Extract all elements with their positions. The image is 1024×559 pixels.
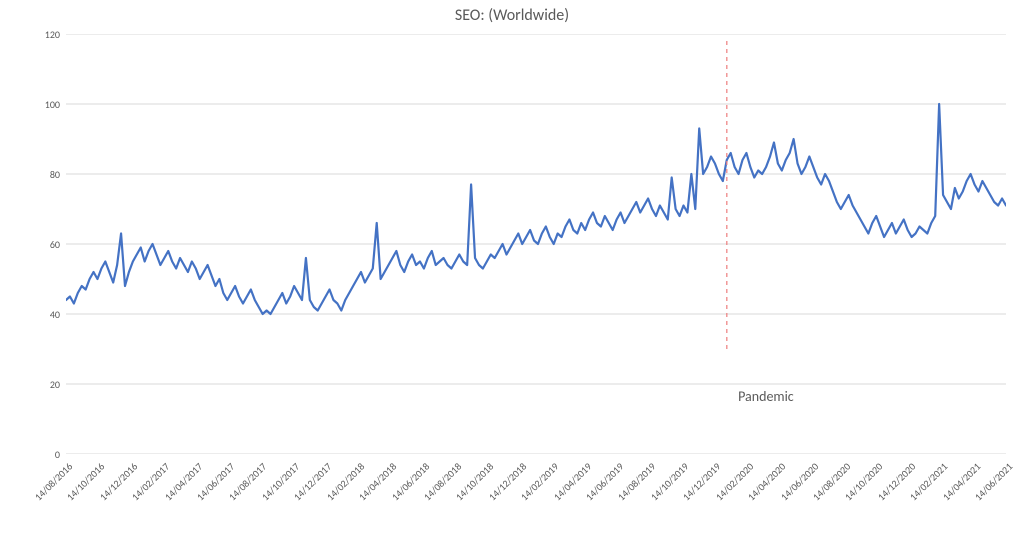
pandemic-annotation: Pandemic: [738, 388, 794, 405]
y-tick-label: 120: [45, 28, 60, 41]
chart-title: SEO: (Worldwide): [0, 6, 1024, 25]
y-tick-label: 0: [55, 448, 60, 461]
chart-plot: [66, 34, 1006, 454]
y-tick-label: 40: [50, 308, 60, 321]
y-tick-label: 60: [50, 238, 60, 251]
y-tick-label: 80: [50, 168, 60, 181]
y-tick-label: 100: [45, 98, 60, 111]
y-tick-label: 20: [50, 378, 60, 391]
chart-container: SEO: (Worldwide) Pandemic 0 20 40 60 80 100 12…: [0, 0, 1024, 559]
